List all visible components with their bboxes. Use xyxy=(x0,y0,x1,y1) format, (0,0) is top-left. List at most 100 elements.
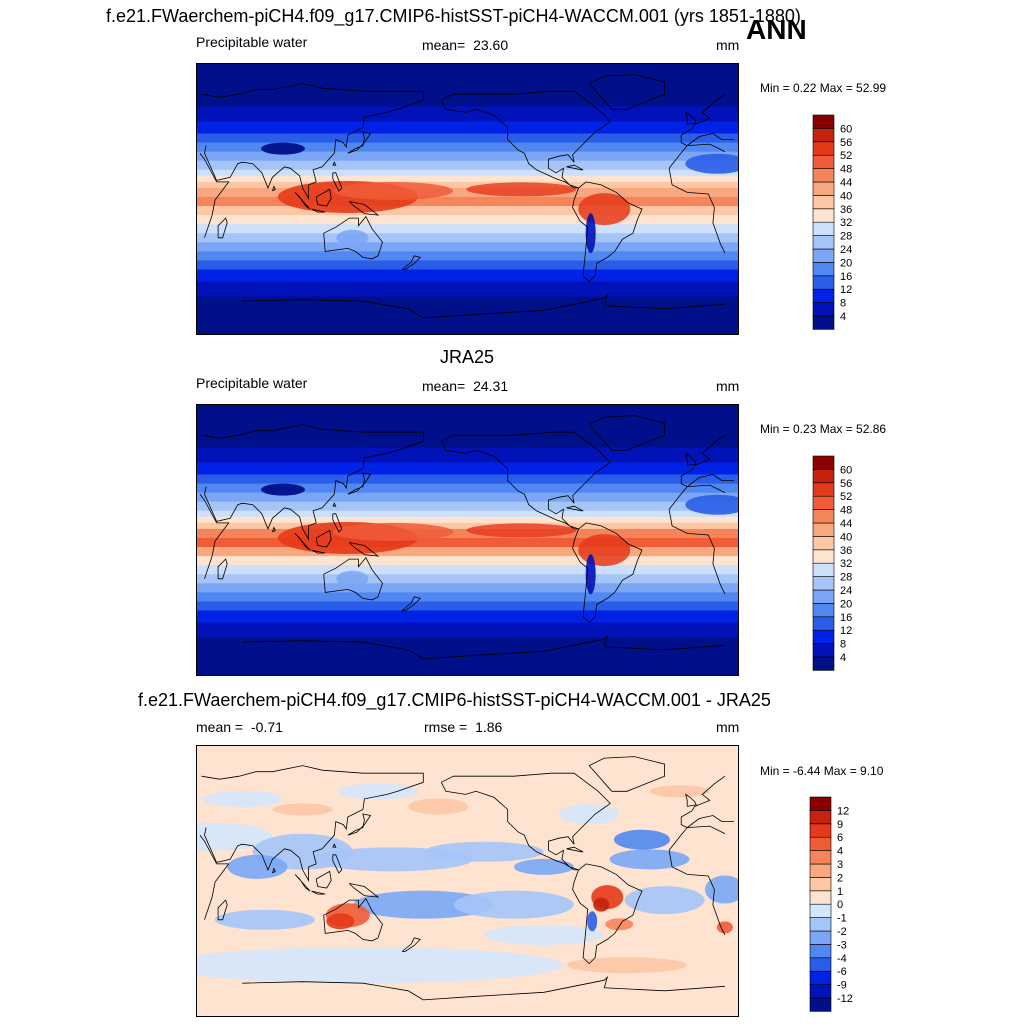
panel2-colorbar-box-14 xyxy=(812,469,835,484)
field-bands xyxy=(197,64,738,334)
panel3-colorbar-box-6 xyxy=(809,917,832,932)
field-band xyxy=(197,565,738,575)
field-band xyxy=(197,106,738,122)
panel3-colorbar-box-9 xyxy=(809,877,832,892)
diff-blob xyxy=(716,921,733,934)
panel3-rmse-value: 1.86 xyxy=(475,719,503,735)
coastlines xyxy=(199,415,734,660)
field-band xyxy=(197,522,738,530)
panel1-colorbar-box-13 xyxy=(812,141,835,156)
field-band xyxy=(197,169,738,177)
panel2-colorbar-box-13 xyxy=(812,482,835,497)
panel1-colorbar-tick: 36 xyxy=(840,204,852,216)
panel3-colorbar-tick: 2 xyxy=(837,872,843,884)
coastline xyxy=(311,549,326,554)
field-band xyxy=(197,537,738,548)
panel2-colorbar-tick: 52 xyxy=(840,491,852,503)
coastline xyxy=(294,192,311,210)
panel2-colorbar-box-12 xyxy=(812,495,835,510)
coastline xyxy=(440,431,611,530)
field-band xyxy=(197,601,738,612)
east-pacific-itcz xyxy=(466,523,577,538)
diff-blob xyxy=(587,911,598,932)
coastline xyxy=(685,793,697,807)
panel1-colorbar-box-2 xyxy=(812,288,835,303)
panel2-mean-value: 24.31 xyxy=(473,378,509,394)
field-band xyxy=(197,637,738,675)
coastline xyxy=(311,208,326,213)
panel3-colorbar-tick: 6 xyxy=(837,832,843,844)
panel1-colorbar-tick: 8 xyxy=(840,298,846,310)
panel1-colorbar-box-12 xyxy=(812,154,835,169)
panel1-mean-value: 23.60 xyxy=(473,37,509,53)
panel1-map xyxy=(196,63,739,335)
panel3-colorbar-box-5 xyxy=(809,930,832,945)
panel2-mean-label: mean= xyxy=(422,378,466,394)
coastline xyxy=(588,756,665,792)
panel3-colorbar-tick: -12 xyxy=(837,993,853,1005)
coastline xyxy=(201,83,734,201)
greenland-dry xyxy=(616,424,653,441)
field-band xyxy=(197,610,738,624)
panel3-colorbar-box-8 xyxy=(809,890,832,905)
field-band xyxy=(197,215,738,225)
panel2-variable: Precipitable water xyxy=(196,375,308,391)
panel1-colorbar-tick: 20 xyxy=(840,257,852,269)
coastline xyxy=(685,111,697,125)
coastline xyxy=(347,472,372,495)
panel3-colorbar-box-1 xyxy=(809,984,832,999)
panel3-units: mm xyxy=(716,719,740,735)
field-band xyxy=(197,516,738,524)
field-bands xyxy=(197,405,738,675)
field-band xyxy=(197,492,738,503)
panel3-colorbar-tick: -2 xyxy=(837,926,847,938)
panel1-colorbar-box-3 xyxy=(812,275,835,290)
coastline xyxy=(217,217,228,239)
field-band xyxy=(197,181,738,189)
field-band xyxy=(197,121,738,135)
itcz-band xyxy=(333,181,454,200)
field-band xyxy=(197,296,738,334)
greenland-dry xyxy=(616,83,653,100)
panel1-colorbar-box-10 xyxy=(812,181,835,196)
coastline xyxy=(685,452,697,466)
diff-blob xyxy=(613,829,670,850)
coastline xyxy=(332,513,343,533)
panel2-mean: mean= 24.31 xyxy=(422,378,508,394)
panel2-colorbar: 4 8 12 16 20 24 28 32 36 40 44 48 52 56 60 xyxy=(812,455,873,671)
diff-blob xyxy=(566,957,687,974)
coastline xyxy=(566,846,584,853)
panel1-colorbar-tick: 52 xyxy=(840,150,852,162)
panel1-colorbar-tick: 4 xyxy=(840,311,846,323)
panel2-colorbar-box-5 xyxy=(812,589,835,604)
panel2-colorbar-tick: 12 xyxy=(840,625,852,637)
panel3-colorbar-tick: 12 xyxy=(837,805,849,817)
coastline xyxy=(332,161,337,166)
panel1-variable: Precipitable water xyxy=(196,34,308,50)
panel2-colorbar-box-3 xyxy=(812,616,835,631)
field-band xyxy=(197,447,738,463)
panel3-colorbar-box-14 xyxy=(809,810,832,825)
coastline xyxy=(242,634,725,660)
field-band xyxy=(197,64,738,107)
panel1-colorbar-box-6 xyxy=(812,235,835,250)
panel1-mean-label: mean= xyxy=(422,37,466,53)
panel2-colorbar-box-7 xyxy=(812,562,835,577)
panel3-map xyxy=(196,745,739,1017)
panel2-colorbar-box-8 xyxy=(812,549,835,564)
panel3-mean: mean = -0.71 xyxy=(196,719,283,735)
panel3-colorbar: -12 -9 -6 -4 -3 -2 -1 0 1 2 3 4 6 9 12 xyxy=(809,796,870,1012)
diff-blob xyxy=(326,913,355,930)
panel2-heading: JRA25 xyxy=(440,347,495,367)
panel3-colorbar-box-2 xyxy=(809,970,832,985)
field-band xyxy=(197,501,738,512)
coastline xyxy=(347,131,372,154)
coastline xyxy=(332,854,343,874)
panel2-colorbar-tick: 56 xyxy=(840,478,852,490)
panel2-colorbar-tick: 24 xyxy=(840,585,852,597)
field-band xyxy=(197,474,738,485)
coastline xyxy=(349,201,380,216)
panel2-minmax: Min = 0.23 Max = 52.86 xyxy=(760,422,887,436)
panel1-mean: mean= 23.60 xyxy=(422,37,508,53)
coastline xyxy=(566,505,584,512)
